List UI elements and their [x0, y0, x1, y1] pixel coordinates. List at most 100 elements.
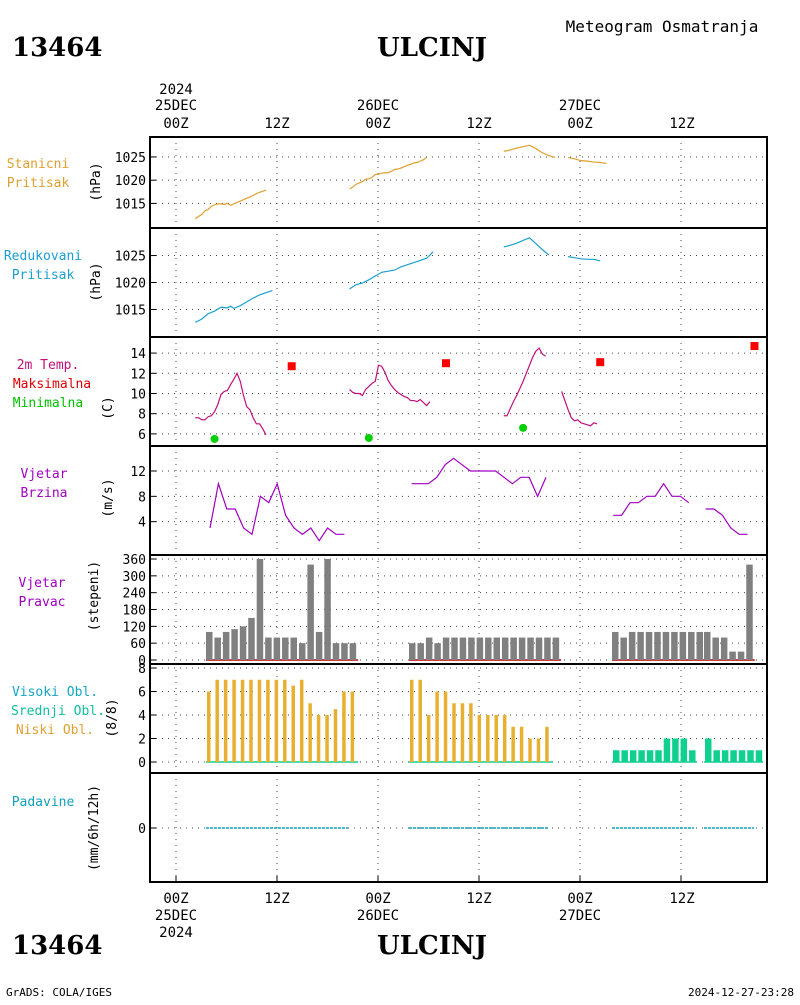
wind-dir-bar-0-10: [290, 637, 297, 660]
mid-cloud-bar-2-1: [621, 750, 628, 762]
panel-3-ytick-label-2: 12: [130, 465, 146, 480]
station-pressure-line-2: [503, 144, 556, 158]
bottom-year-label: 2024: [159, 925, 193, 941]
low-cloud-bar-1-15: [536, 738, 541, 762]
top-hour-label-2: 12Z: [264, 116, 289, 132]
cloud-label-high: Visoki Obl.: [12, 685, 98, 700]
wind-dir-bar-2-10: [696, 631, 703, 660]
wind-dir-bar-0-12: [307, 564, 314, 660]
wind-dir-bar-1-13: [518, 637, 526, 660]
low-cloud-bar-1-0: [410, 679, 414, 762]
wind-dir-bar-2-1: [620, 637, 627, 660]
bottom-date-label-1: 25DEC: [155, 908, 197, 924]
temperature-label-2: Maksimalna: [13, 377, 91, 392]
bottom-hour-label-2: 12Z: [264, 891, 289, 907]
panel-2-ytick-label-2: 10: [130, 388, 146, 403]
low-cloud-bar-1-4: [443, 691, 448, 762]
low-cloud-bar-0-12: [308, 703, 312, 762]
low-cloud-bar-1-12: [511, 726, 515, 762]
mid-cloud-bar-3-1: [713, 750, 720, 762]
low-cloud-bar-0-9: [283, 679, 287, 762]
wind-direction-label-1: Vjetar: [19, 576, 66, 591]
low-cloud-bar-1-5: [452, 703, 456, 762]
mid-cloud-bar-3-3: [730, 750, 737, 762]
wind-direction-label-2: Pravac: [19, 595, 66, 610]
wind-speed-line-2: [613, 482, 690, 516]
wind-dir-bar-0-3: [231, 629, 238, 660]
station-name-top: ULCINJ: [377, 33, 487, 63]
panel-4-ytick-label-1: 60: [130, 637, 146, 652]
bottom-date-label-2: 26DEC: [357, 908, 399, 924]
station-pressure-unit: (hPa): [89, 162, 104, 201]
low-cloud-bar-1-10: [494, 715, 498, 762]
panel-1-ytick-label-0: 1015: [115, 303, 146, 318]
top-hour-label-3: 00Z: [365, 116, 390, 132]
wind-dir-bar-1-15: [535, 637, 543, 660]
reduced-pressure-line-0: [195, 290, 273, 323]
panels-layer: 1015102010251015102010256810121448120601…: [115, 136, 768, 883]
wind-dir-bar-0-9: [282, 637, 289, 660]
wind-dir-bar-1-10: [493, 637, 500, 660]
wind-dir-bar-1-17: [552, 637, 560, 660]
wind-dir-bar-2-2: [628, 631, 636, 660]
reduced-pressure-label-1: Redukovani: [4, 249, 82, 264]
wind-dir-bar-1-6: [459, 637, 467, 660]
low-cloud-bar-0-8: [274, 679, 279, 762]
bottom-hour-label-1: 00Z: [163, 891, 188, 907]
temperature-label-1: 2m Temp.: [17, 358, 80, 373]
wind-dir-bar-0-14: [324, 559, 331, 660]
tmax-marker-1: [441, 359, 450, 368]
low-cloud-bar-0-10: [291, 685, 295, 762]
panel-4-ytick-label-4: 240: [123, 587, 146, 602]
mid-cloud-bar-2-8: [680, 738, 688, 762]
wind-speed-line-0: [209, 481, 345, 542]
bottom-hour-label-4: 12Z: [466, 891, 491, 907]
wind-speed-line-3: [705, 508, 748, 535]
top-year-label: 2024: [159, 82, 193, 98]
mid-cloud-bar-2-5: [655, 750, 662, 762]
panel-4-ytick-label-3: 180: [123, 604, 146, 619]
low-cloud-bar-0-5: [249, 679, 253, 762]
wind-dir-bar-1-14: [527, 637, 534, 660]
low-cloud-bar-1-16: [545, 726, 549, 762]
mid-cloud-bar-2-0: [613, 750, 620, 762]
tmin-marker-2: [519, 423, 528, 432]
low-cloud-bar-0-0: [207, 691, 211, 762]
top-hour-label-6: 12Z: [669, 116, 694, 132]
station-pressure-label-2: Pritisak: [7, 176, 70, 191]
wind-dir-bar-3-4: [737, 651, 745, 660]
panel-2-ytick-label-1: 8: [138, 408, 146, 423]
low-cloud-bar-0-3: [232, 679, 236, 762]
tmin-marker-1: [364, 433, 373, 442]
wind-dir-bar-1-7: [468, 637, 475, 660]
panel-0-ytick-label-0: 1015: [115, 197, 146, 212]
wind-dir-bar-1-12: [510, 637, 517, 660]
station-pressure-line-0: [194, 189, 267, 220]
panel-5-ytick-label-0: 0: [138, 756, 146, 771]
mid-cloud-bar-3-0: [705, 738, 712, 762]
station-pressure-line-3: [567, 156, 607, 165]
wind-dir-bar-0-11: [298, 643, 306, 660]
bottom-date-label-3: 27DEC: [559, 908, 601, 924]
low-cloud-bar-1-3: [435, 691, 439, 762]
bottom-hour-label-3: 00Z: [365, 891, 390, 907]
wind-dir-bar-0-7: [265, 637, 272, 660]
wind-dir-bar-0-16: [341, 643, 348, 660]
low-cloud-bar-0-15: [333, 709, 338, 762]
mid-cloud-bar-2-4: [646, 750, 654, 762]
timestamp-text: 2024-12-27-23:28: [688, 986, 794, 999]
wind-dir-bar-3-1: [712, 637, 719, 660]
panel-1-ytick-label-2: 1025: [115, 250, 146, 265]
wind-speed-label-1: Vjetar: [21, 467, 68, 482]
precip-unit: (mm/6h/12h): [87, 785, 102, 871]
reduced-pressure-line-2: [503, 237, 550, 256]
panel-5-ytick-label-1: 2: [138, 733, 146, 748]
wind-dir-bar-1-1: [417, 643, 424, 660]
wind-direction-unit: (stepeni): [87, 561, 102, 631]
temperature-line-0: [195, 371, 267, 436]
wind-dir-bar-2-7: [671, 631, 678, 660]
precip-label: Padavine: [12, 795, 75, 810]
mid-cloud-bar-3-4: [738, 750, 746, 762]
